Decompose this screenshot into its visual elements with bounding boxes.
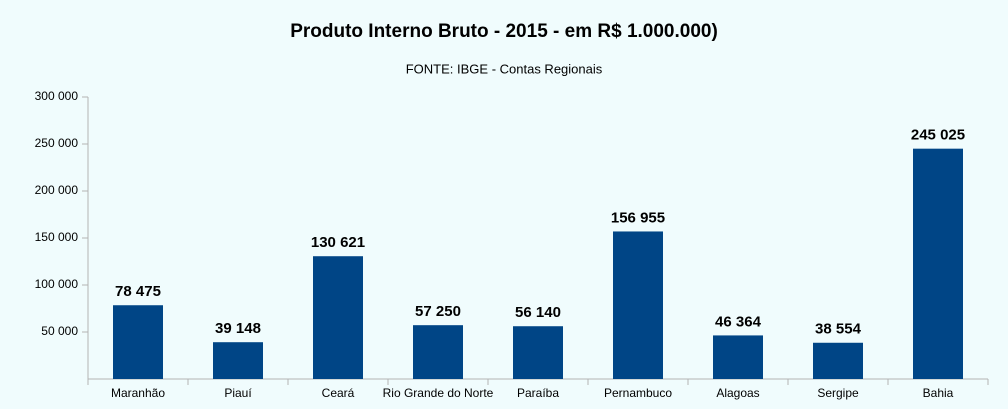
x-tick-label: Sergipe <box>817 386 859 400</box>
bar <box>213 342 263 379</box>
value-label: 46 364 <box>715 313 762 330</box>
bar <box>413 325 463 379</box>
y-tick-label: 100 000 <box>35 277 79 291</box>
y-tick-label: 50 000 <box>41 324 78 338</box>
x-tick-label: Paraíba <box>517 386 559 400</box>
value-label: 245 025 <box>911 127 965 144</box>
bar <box>613 231 663 379</box>
bar <box>913 148 963 379</box>
y-tick-label: 250 000 <box>35 136 79 150</box>
x-tick-label: Bahia <box>923 386 954 400</box>
bar <box>713 335 763 379</box>
y-tick-label: 300 000 <box>35 89 79 103</box>
x-tick-label: Maranhão <box>111 386 165 400</box>
value-label: 39 148 <box>215 320 261 337</box>
chart-subtitle: FONTE: IBGE - Contas Regionais <box>406 61 603 76</box>
bar <box>313 256 363 379</box>
bar <box>813 342 863 379</box>
value-label: 38 554 <box>815 321 862 338</box>
x-tick-label: Ceará <box>322 386 355 400</box>
value-label: 56 140 <box>515 304 561 321</box>
x-tick-label: Piauí <box>224 386 252 400</box>
y-tick-label: 200 000 <box>35 183 79 197</box>
chart-title: Produto Interno Bruto - 2015 - em R$ 1.0… <box>290 21 718 42</box>
value-label: 130 621 <box>311 234 365 251</box>
x-tick-label: Rio Grande do Norte <box>383 386 494 400</box>
x-tick-label: Alagoas <box>716 386 759 400</box>
value-label: 57 250 <box>415 303 461 320</box>
value-label: 78 475 <box>115 283 161 300</box>
bar <box>513 326 563 379</box>
x-tick-label: Pernambuco <box>604 386 672 400</box>
value-label: 156 955 <box>611 209 665 226</box>
bar <box>113 305 163 379</box>
y-tick-label: 150 000 <box>35 230 79 244</box>
